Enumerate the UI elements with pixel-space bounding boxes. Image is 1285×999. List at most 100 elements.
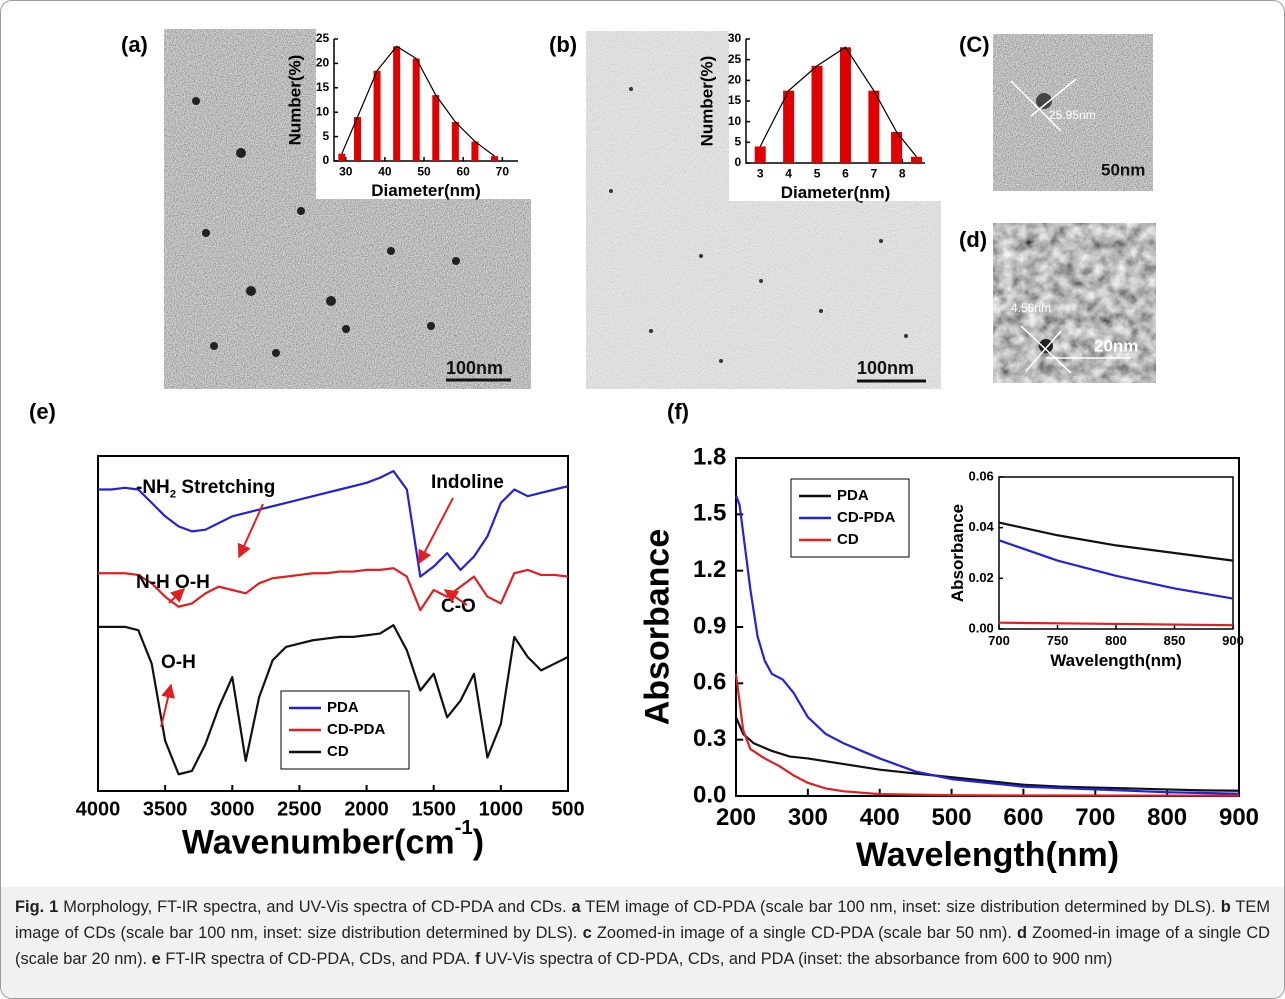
annotation-part: N-H O-H xyxy=(136,572,210,593)
trend-line xyxy=(759,46,917,158)
y-tick-label: 1.8 xyxy=(693,443,726,470)
x-tick-label: 2500 xyxy=(277,798,322,820)
size-label: 4.56nm xyxy=(1011,301,1051,315)
y-tick-label: 0 xyxy=(323,153,330,167)
x-tick-label: 750 xyxy=(1047,633,1069,648)
bar xyxy=(868,90,880,163)
legend-label: CD-PDA xyxy=(837,509,895,526)
caption-text: UV-Vis spectra of CD-PDA, CDs, and PDA (… xyxy=(480,949,1113,968)
x-tick-label: 800 xyxy=(1105,633,1127,648)
x-tick-label: 500 xyxy=(932,804,972,831)
bar xyxy=(353,117,361,161)
y-tick-label: 0.00 xyxy=(968,620,993,635)
x-tick-label: 30 xyxy=(339,165,353,179)
caption-text: Zoomed-in image of a single CD-PDA (scal… xyxy=(591,923,1017,942)
y-tick-label: 1.2 xyxy=(693,556,726,583)
caption-text: TEM image of CDs (scale bar 100 nm, inse… xyxy=(15,898,1270,942)
caption-text: Morphology, FT-IR spectra, and UV-Vis sp… xyxy=(58,898,572,916)
y-tick-label: 0.02 xyxy=(968,570,993,585)
particles xyxy=(192,97,460,357)
y-tick-label: 25 xyxy=(316,31,330,45)
caption-text: TEM image of CD-PDA (scale bar 100 nm, i… xyxy=(580,898,1221,916)
annotation: O-H xyxy=(161,652,196,673)
x-tick-label: 500 xyxy=(551,798,584,820)
y-axis-label: Number(%) xyxy=(697,56,716,147)
caption-label: e xyxy=(151,949,161,968)
x-tick-label: 50 xyxy=(417,165,431,179)
bar xyxy=(783,90,795,163)
annotation-part: -NH xyxy=(136,477,170,498)
y-tick-label: 0.04 xyxy=(968,519,994,534)
y-tick-label: 0.3 xyxy=(693,725,726,752)
x-tick-label: 5 xyxy=(814,167,821,181)
x-tick-label: 40 xyxy=(378,165,392,179)
y-tick-label: 0.9 xyxy=(693,612,726,639)
annotation-arrow xyxy=(160,683,175,728)
x-tick-label: 850 xyxy=(1164,633,1186,648)
series-line xyxy=(998,621,1234,627)
x-tick-label: 200 xyxy=(716,804,756,831)
annotation-arrow xyxy=(443,589,468,606)
bar xyxy=(891,132,903,163)
bar xyxy=(910,156,922,163)
legend-label: CD xyxy=(327,743,349,760)
x-tick-label: 800 xyxy=(1147,804,1187,831)
x-tick-label: 600 xyxy=(1003,804,1043,831)
y-tick-label: 15 xyxy=(316,80,330,94)
panel-label: (b) xyxy=(549,32,577,57)
x-tick-label: 4000 xyxy=(76,798,121,820)
y-tick-label: 10 xyxy=(316,104,330,118)
annotation-arrow xyxy=(237,503,264,559)
caption-label: d xyxy=(1017,923,1028,942)
x-tick-label: 700 xyxy=(1075,804,1115,831)
particle xyxy=(1039,339,1053,353)
annotation-part: Stretching xyxy=(176,477,275,498)
x-tick-label: 70 xyxy=(496,165,510,179)
x-axis-label-part: -1 xyxy=(455,817,473,839)
bar xyxy=(412,58,420,161)
y-tick-label: 10 xyxy=(728,114,742,128)
x-tick-label: 900 xyxy=(1219,804,1259,831)
series-line xyxy=(734,673,1240,797)
x-tick-label: 60 xyxy=(457,165,471,179)
scale-bar-label: 50nm xyxy=(1101,160,1145,179)
x-tick-label: 1500 xyxy=(411,798,456,820)
series-line xyxy=(734,716,1240,792)
bar xyxy=(811,65,823,163)
x-axis-label: Diameter(nm) xyxy=(371,181,481,200)
caption-label: b xyxy=(1220,898,1231,916)
series-line xyxy=(98,567,569,612)
x-tick-label: 3500 xyxy=(143,798,188,820)
x-axis-label-part: Wavenumber(cm xyxy=(182,823,455,861)
y-axis-label: Number(%) xyxy=(285,55,304,146)
y-tick-label: 0.06 xyxy=(968,468,993,483)
series-line xyxy=(998,521,1234,562)
y-axis-label: Absorbance xyxy=(948,504,967,602)
bar xyxy=(491,156,499,161)
x-tick-label: 900 xyxy=(1222,633,1244,648)
figure: (a) (b) (C) (d) (e) (f) 100nm 100nm 50nm… xyxy=(29,29,1259,874)
x-tick-label: 6 xyxy=(842,167,849,181)
y-tick-label: 15 xyxy=(728,93,742,107)
panel-label: (f) xyxy=(667,399,689,424)
y-tick-label: 0.0 xyxy=(693,781,726,808)
size-label: 25.95nm xyxy=(1049,108,1096,122)
legend-label: PDA xyxy=(327,699,359,716)
annotation-part: O-H xyxy=(161,652,196,673)
y-tick-label: 5 xyxy=(735,135,742,149)
bar xyxy=(839,47,851,164)
inset-background xyxy=(729,31,941,201)
bar xyxy=(754,146,766,163)
bar xyxy=(432,95,440,161)
panel-label: (a) xyxy=(121,32,148,57)
x-axis-label-part: ) xyxy=(473,823,484,861)
scale-bar-label: 20nm xyxy=(1094,336,1138,355)
annotation: N-H O-H xyxy=(136,572,210,593)
annotation: Indoline xyxy=(431,472,504,493)
x-tick-label: 3 xyxy=(757,167,764,181)
caption-label: c xyxy=(582,923,592,942)
x-tick-label: 1000 xyxy=(479,798,524,820)
scale-bar-label: 100nm xyxy=(446,358,503,378)
y-tick-label: 25 xyxy=(728,52,742,66)
